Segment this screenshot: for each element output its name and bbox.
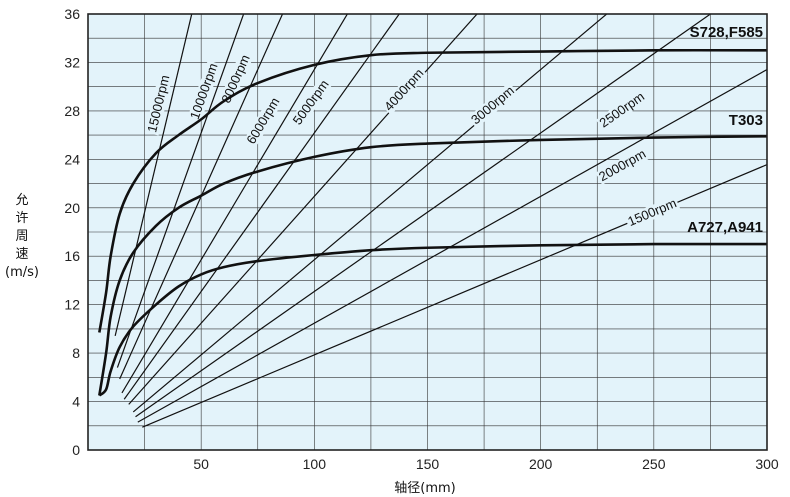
series-label: T303 [729, 112, 763, 129]
y-tick-label: 4 [72, 394, 80, 410]
series-labels: S728,F585 T303 A727,A941 [687, 24, 763, 236]
rpm-label-bg [243, 93, 284, 148]
y-axis-title-line: (m/s) [5, 265, 39, 280]
y-axis-title-line: 许 [15, 211, 28, 226]
rpm-line [132, 14, 608, 413]
grid [88, 14, 767, 450]
y-tick-label: 36 [64, 6, 80, 22]
rpm-label-bg [187, 60, 222, 123]
y-tick-label: 0 [72, 442, 80, 458]
series-label: A727,A941 [687, 219, 763, 236]
x-axis-title: 轴径(mm) [394, 481, 455, 496]
rpm-label-bg [380, 65, 428, 116]
rpm-label-bg [467, 82, 519, 129]
rpm-label-bg [595, 88, 649, 132]
plot-frame [87, 13, 768, 451]
series-curve [98, 135, 767, 396]
rpm-label-bg [218, 51, 254, 107]
rpm-label-bg [289, 76, 333, 129]
series-label: S728,F585 [690, 24, 763, 41]
y-axis-title-line: 允 [15, 192, 28, 208]
rpm-line [116, 14, 245, 368]
series-curve [98, 242, 767, 397]
rpm-label-bg [595, 146, 650, 185]
y-tick-label: 32 [64, 54, 80, 70]
x-tick-label: 300 [755, 456, 779, 472]
rpm-line [114, 14, 193, 336]
y-tick-label: 12 [64, 297, 80, 313]
y-tick-label: 16 [64, 248, 80, 264]
y-tick-label: 24 [64, 151, 80, 167]
rpm-line [121, 14, 349, 394]
x-tick-label: 200 [529, 456, 553, 472]
rpm-line [137, 68, 767, 423]
x-tick-label: 50 [193, 456, 209, 472]
rpm-line [135, 14, 712, 418]
rpm-line [123, 14, 400, 400]
y-axis-title-line: 速 [15, 247, 28, 262]
x-tick-labels: 50 100 150 200 250 300 [193, 456, 779, 472]
rpm-label-bg [624, 195, 681, 230]
y-axis-title-line: 周 [15, 229, 28, 244]
y-tick-labels: 0 4 8 12 16 20 24 28 32 36 [64, 6, 80, 458]
series-curves [98, 48, 767, 397]
y-tick-label: 28 [64, 103, 80, 119]
rpm-label-bg [144, 72, 173, 136]
y-tick-label: 8 [72, 345, 80, 361]
x-tick-label: 100 [303, 456, 327, 472]
rpm-line [119, 14, 284, 380]
series-curve [98, 48, 767, 333]
y-tick-label: 20 [64, 200, 80, 216]
x-tick-label: 150 [416, 456, 440, 472]
x-tick-label: 250 [642, 456, 666, 472]
